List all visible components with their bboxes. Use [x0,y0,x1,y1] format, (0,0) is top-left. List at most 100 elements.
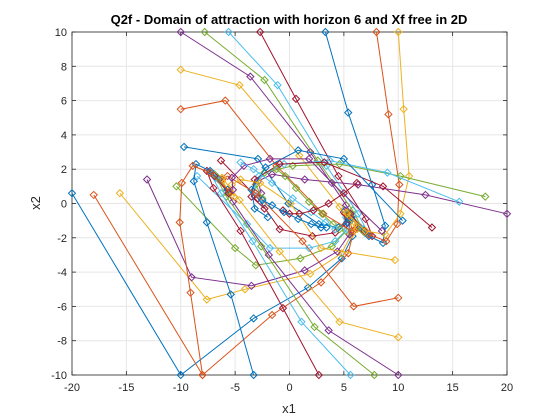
trajectory-point-marker [322,223,331,232]
trajectory-line [262,199,327,228]
trajectory-point-marker [225,187,234,196]
trajectory-point-marker [236,158,245,167]
trajectory-point-marker [297,317,306,327]
x-tick-label: 5 [341,382,347,394]
trajectory-point-marker [310,322,319,332]
trajectory-point-marker [334,171,343,181]
trajectory-point-marker [454,197,464,206]
trajectory-point-marker [361,226,370,236]
trajectory-point-marker [258,195,267,205]
trajectory-point-marker [230,243,240,253]
x-tick-label: -10 [173,382,189,394]
trajectory-point-marker [176,104,185,114]
trajectory-point-marker [394,27,403,37]
y-tick-label: 4 [61,130,67,142]
trajectory-line [324,31,386,244]
trajectory-point-marker [216,156,226,165]
trajectory-point-marker [300,266,309,275]
trajectory-point-marker [142,175,152,184]
trajectory-point-marker [247,281,256,291]
y-tick-label: -6 [57,301,67,313]
trajectory-point-marker [307,219,316,229]
trajectory-point-marker [384,110,393,119]
trajectory-point-marker [251,261,260,270]
trajectory-point-marker [235,195,244,205]
trajectory-point-marker [249,314,258,323]
trajectory-series [247,158,437,232]
trajectory-point-marker [308,231,317,241]
trajectory-point-marker [251,189,260,198]
trajectory-point-marker [250,204,259,213]
y-tick-label: -10 [51,370,67,382]
trajectory-point-marker [378,182,388,191]
trajectory-line [196,175,348,249]
trajectory-point-marker [307,207,316,217]
trajectory-point-marker [300,175,309,184]
trajectory-line [193,163,255,376]
trajectory-point-marker [394,333,403,342]
trajectory-point-marker [267,201,277,210]
trajectory-point-marker [382,237,391,246]
trajectory-point-marker [200,27,209,37]
trajectory-point-marker [250,175,259,184]
trajectory-point-marker [330,237,340,246]
trajectory-point-marker [175,218,184,227]
trajectory-point-marker [257,242,266,251]
trajectory-point-marker [246,72,255,81]
x-tick-label: -15 [118,382,134,394]
trajectory-point-marker [279,207,289,217]
trajectory-point-marker [316,223,326,232]
trajectory-point-marker [305,147,315,157]
trajectory-point-marker [255,178,265,188]
trajectory-point-marker [249,370,258,380]
x-axis-label: x1 [282,401,296,416]
trajectory-point-marker [255,27,265,37]
y-tick-label: 8 [61,61,67,73]
trajectory-point-marker [404,171,414,181]
trajectory-point-marker [275,159,284,169]
trajectory-line [346,31,410,235]
trajectory-point-marker [278,303,288,313]
trajectory-point-marker [353,209,363,218]
trajectory-point-marker [221,96,230,105]
y-tick-label: -8 [57,336,67,348]
trajectory-point-marker [313,156,322,165]
trajectory-point-marker [226,290,235,299]
trajectory-point-marker [502,209,512,218]
x-axis: -20 -15 -10 -5 0 5 10 15 20 [64,32,513,394]
trajectory-line [276,168,340,230]
trajectory-point-marker [324,199,333,208]
trajectory-point-marker [223,171,232,181]
trajectory-point-marker [345,209,354,218]
trajectory-point-marker [396,171,405,181]
trajectory-series [272,164,344,234]
trajectory-point-marker [189,176,199,186]
x-tick-label: -20 [64,382,80,394]
trajectory-series [258,195,331,232]
trajectory-point-marker [378,238,388,248]
trajectory-point-marker [342,209,352,218]
trajectory-point-marker [216,189,226,198]
trajectory-point-marker [383,168,392,177]
trajectory-point-marker [342,218,352,227]
trajectory-point-marker [335,202,344,212]
trajectory-point-marker [198,370,207,380]
trajectory-point-marker [296,254,305,263]
trajectory-point-marker [115,189,125,198]
chart-title: Q2f - Domain of attraction with horizon … [111,12,468,27]
trajectory-point-marker [370,370,379,380]
trajectory-point-marker [293,146,303,155]
y-axis-label: x2 [28,196,43,210]
trajectory-point-marker [177,178,187,188]
trajectory-point-marker [176,27,185,37]
trajectory-line [240,161,336,230]
trajectory-line [231,158,383,232]
y-tick-label: 6 [61,96,67,108]
trajectory-point-marker [248,237,257,246]
trajectory-series [247,146,407,225]
trajectory-point-marker [284,199,293,208]
trajectory-point-marker [298,237,307,246]
trajectory-line [231,178,396,261]
y-tick-label: 10 [55,27,67,39]
trajectory-point-marker [380,221,390,231]
